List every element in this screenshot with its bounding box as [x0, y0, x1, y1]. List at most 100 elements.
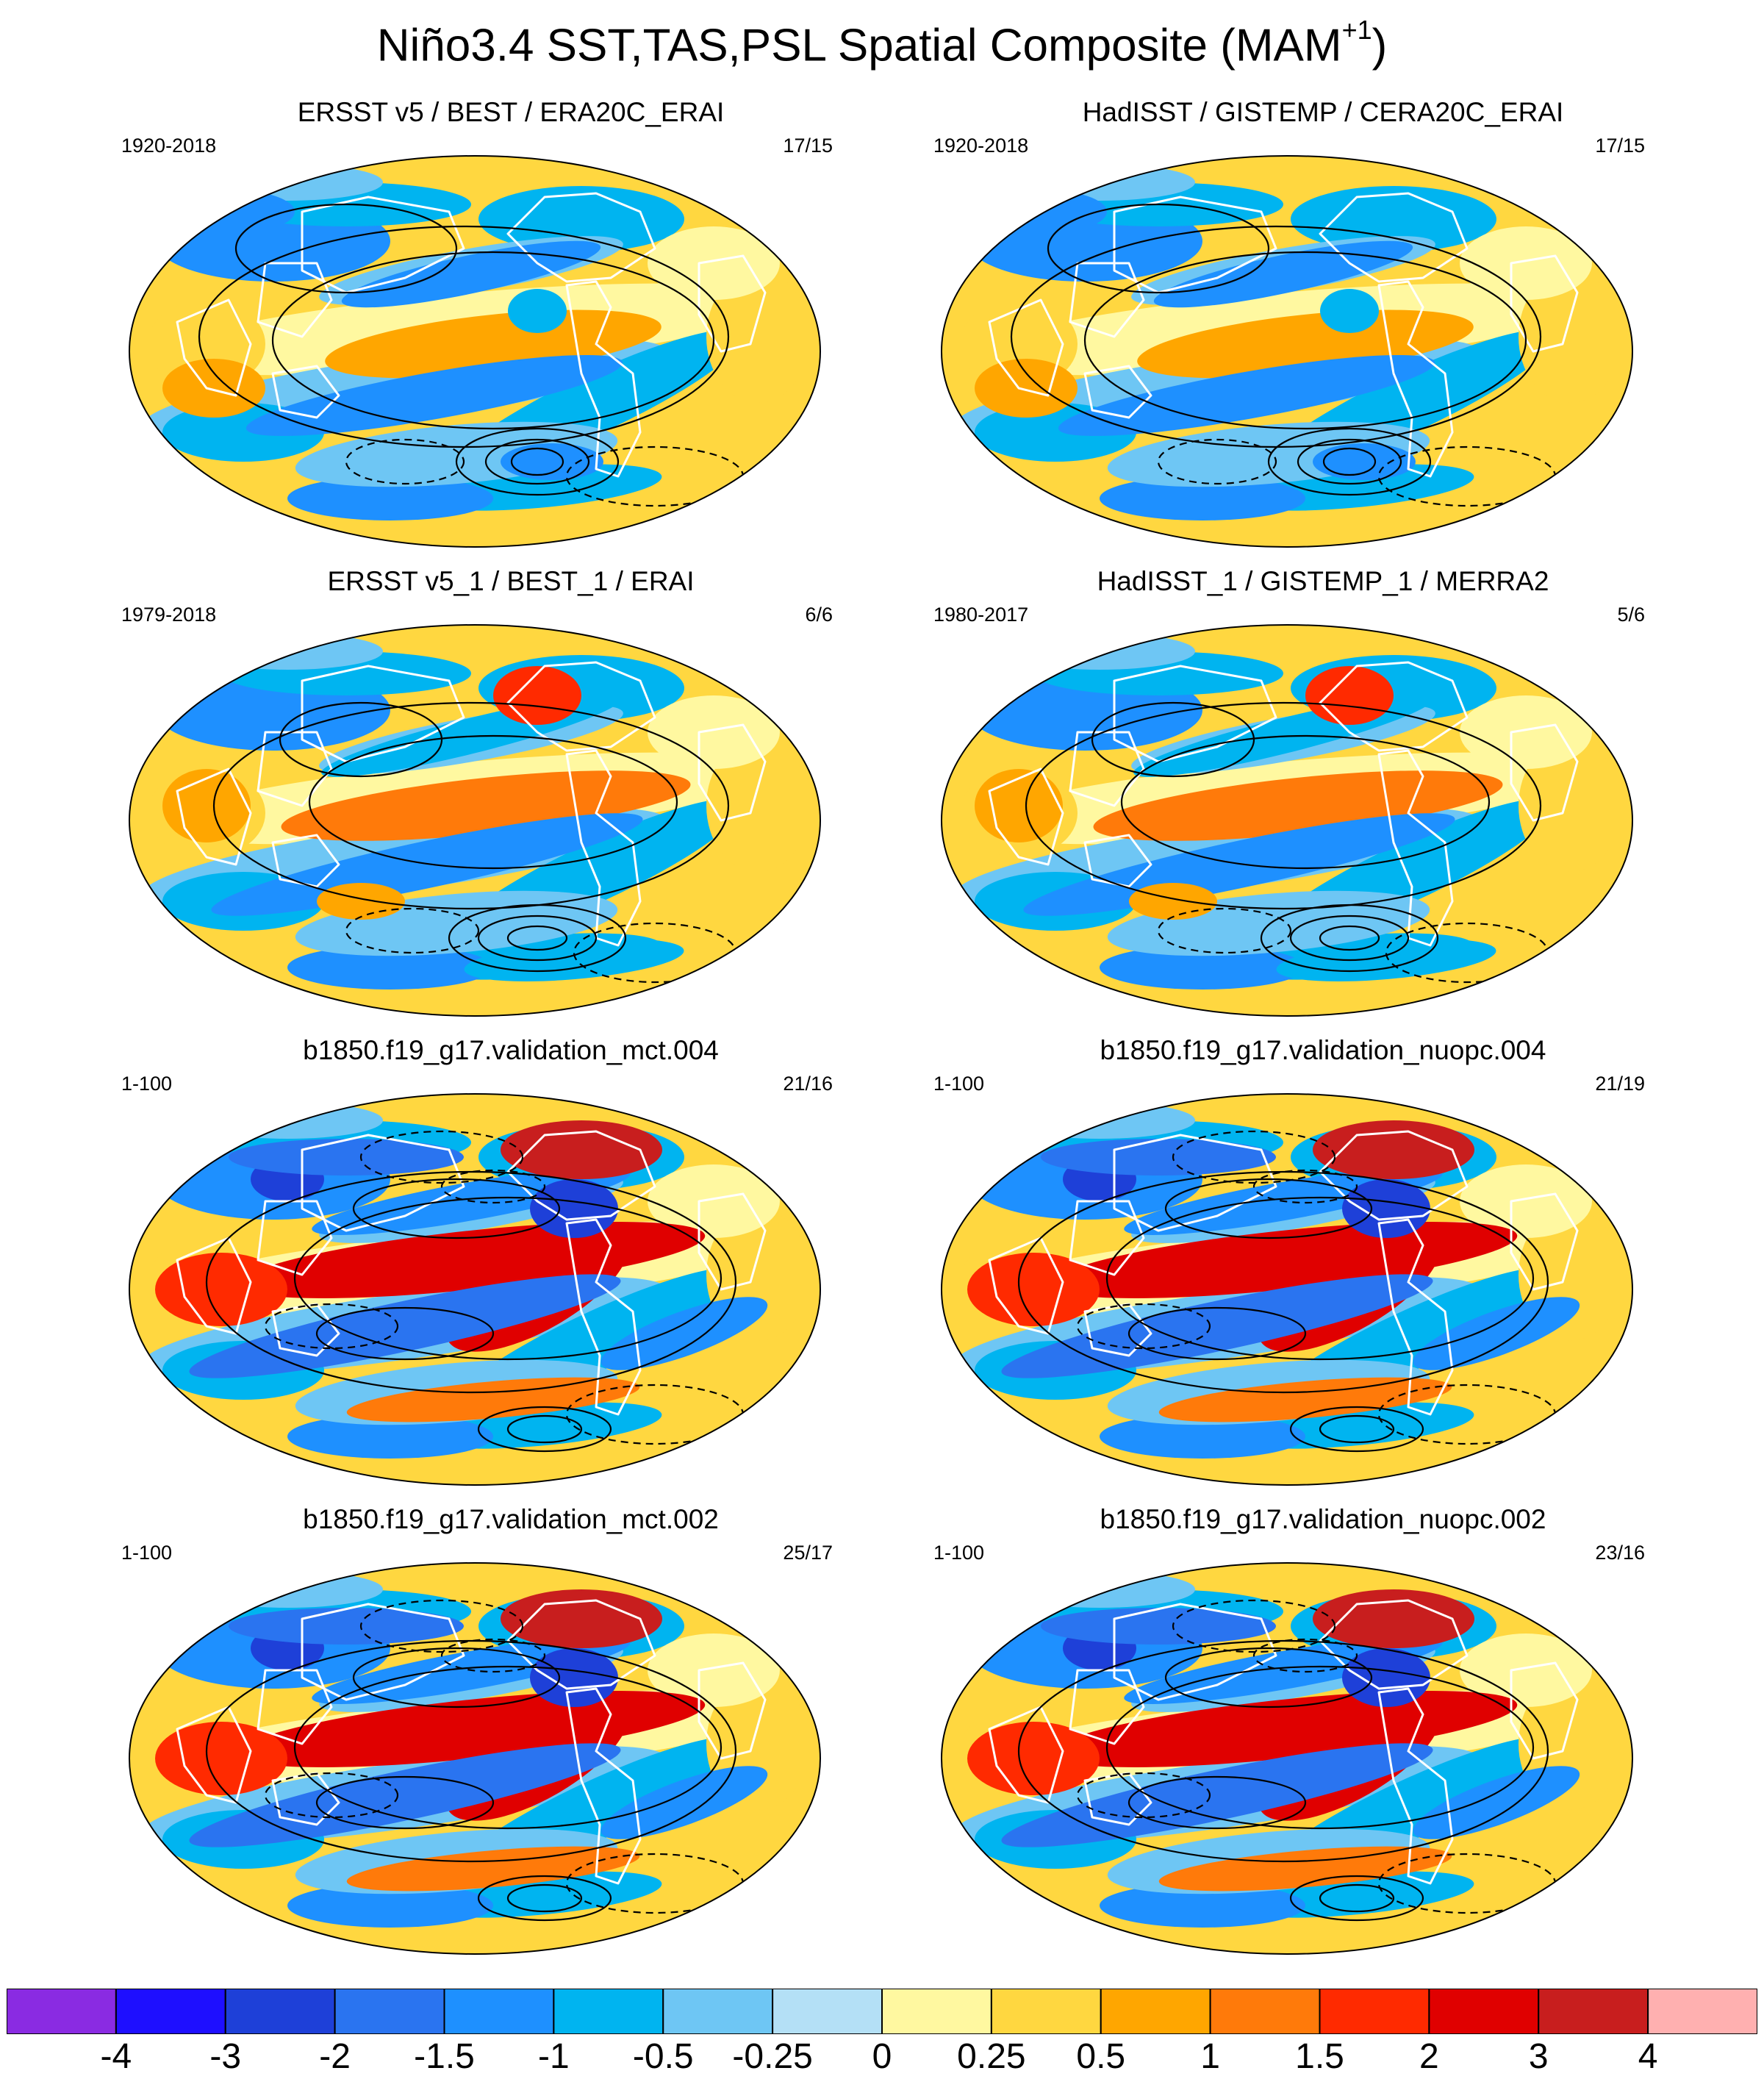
colorbar-swatch	[115, 1989, 226, 2034]
anomaly-region	[1100, 1883, 1305, 1928]
colorbar-tick-label: -2	[319, 2037, 351, 2076]
colorbar-swatch	[1538, 1989, 1649, 2034]
coastline	[565, 1687, 642, 1885]
psl-contour-negative	[345, 907, 480, 954]
colorbar-tick-label: -1.5	[414, 2037, 475, 2076]
panel-period: 1920-2018	[121, 135, 217, 157]
panel-period: 1-100	[121, 1073, 173, 1095]
anomaly-region	[155, 1722, 287, 1795]
psl-contour-negative	[359, 1599, 524, 1653]
panel-title: b1850.f19_g17.validation_nuopc.002	[1100, 1504, 1546, 1534]
colorbar-swatch	[1100, 1989, 1211, 2034]
panel-period: 1920-2018	[933, 135, 1029, 157]
psl-contour-positive	[1289, 915, 1410, 962]
coastline	[1113, 1134, 1277, 1232]
world-map	[129, 155, 821, 548]
figure-title-text: Niño3.4 SST,TAS,PSL Spatial Composite (M…	[376, 20, 1342, 71]
anomaly-region	[155, 1253, 287, 1326]
colorbar-tick-label: -0.25	[732, 2037, 813, 2076]
anomaly-region	[1158, 1377, 1452, 1423]
anomaly-region	[600, 1766, 768, 1839]
anomaly-region	[1100, 1414, 1305, 1459]
psl-contour-positive	[506, 1414, 583, 1444]
anomaly-region	[648, 1164, 780, 1238]
colorbar-tick-label: 0	[872, 2037, 892, 2076]
psl-contour-positive	[1289, 1875, 1424, 1922]
psl-contour-positive	[455, 427, 620, 496]
colorbar-tick-label: 0.25	[957, 2037, 1026, 2076]
anomaly-region	[1413, 1297, 1580, 1370]
coastline	[257, 731, 333, 807]
psl-contour-positive	[293, 1665, 723, 1830]
panel-title: ERSST v5 / BEST / ERA20C_ERAI	[297, 97, 725, 127]
psl-contour-positive	[293, 1196, 723, 1361]
coastline	[698, 723, 767, 822]
colorbar-tick-label: 3	[1528, 2037, 1549, 2076]
anomaly-region	[1291, 186, 1496, 252]
world-map	[129, 624, 821, 1017]
colorbar	[7, 1989, 1757, 2034]
psl-contour-positive	[1260, 903, 1439, 973]
anomaly-region	[1137, 309, 1474, 379]
psl-contour-negative	[345, 438, 465, 485]
anomaly-region	[1058, 354, 1435, 437]
psl-contour-positive	[352, 1178, 561, 1239]
colorbar-swatch	[224, 1989, 336, 2034]
psl-contour-negative	[440, 1638, 546, 1673]
psl-contour-positive	[1017, 1170, 1549, 1394]
psl-contour-positive	[1127, 1306, 1307, 1361]
anomaly-region	[1320, 289, 1379, 333]
coastline	[1377, 749, 1454, 947]
anomaly-region	[975, 190, 1107, 234]
anomaly-region	[1519, 740, 1621, 872]
coastline	[1377, 1218, 1454, 1416]
anomaly-region	[967, 1253, 1100, 1326]
coastline	[506, 1130, 656, 1221]
anomaly-region	[648, 1634, 780, 1707]
panel-ratio: 17/15	[783, 135, 833, 157]
anomaly-region	[967, 1722, 1100, 1795]
colorbar-swatch	[1647, 1989, 1757, 2034]
anomaly-region	[501, 1120, 662, 1179]
colorbar-tick-label: -3	[209, 2037, 242, 2076]
colorbar-tick-label: -0.5	[632, 2037, 694, 2076]
colorbar-swatch	[1319, 1989, 1430, 2034]
anomaly-region	[162, 769, 251, 842]
coastline	[257, 1200, 333, 1276]
panel-title: HadISST_1 / GISTEMP_1 / MERRA2	[1097, 566, 1549, 596]
panel-title: ERSST v5_1 / BEST_1 / ERAI	[327, 566, 695, 596]
psl-contour-negative	[1252, 1638, 1358, 1673]
anomaly-region	[346, 1377, 640, 1423]
anomaly-region	[1313, 1120, 1474, 1179]
psl-contour-positive	[1297, 438, 1402, 485]
anomaly-region	[1004, 164, 1195, 201]
panel-ratio: 17/15	[1595, 135, 1645, 157]
psl-contour-positive	[477, 1875, 612, 1922]
colorbar-swatch	[990, 1989, 1102, 2034]
anomaly-region	[229, 1139, 464, 1176]
map-outline	[941, 1093, 1633, 1486]
coastline	[257, 1669, 333, 1745]
coastline	[1113, 1603, 1277, 1701]
map-panel: b1850.f19_g17.validation_mct.004 1-100 2…	[121, 1034, 900, 1489]
psl-contour-positive	[1164, 1647, 1373, 1708]
anomaly-region	[1041, 1139, 1276, 1176]
anomaly-region	[975, 769, 1063, 842]
figure-title: Niño3.4 SST,TAS,PSL Spatial Composite (M…	[0, 4, 1764, 78]
psl-contour-positive	[234, 203, 458, 294]
anomaly-region	[287, 476, 493, 520]
coastline	[1510, 1661, 1579, 1760]
anomaly-region	[508, 289, 567, 333]
colorbar-swatch	[772, 1989, 883, 2034]
anomaly-region	[1093, 770, 1503, 841]
anomaly-region	[245, 354, 623, 437]
coastline	[1069, 1200, 1145, 1276]
panel-period: 1-100	[933, 1073, 985, 1095]
anomaly-region	[1004, 633, 1195, 670]
psl-contour-positive	[315, 1306, 495, 1361]
colorbar-swatch	[334, 1989, 445, 2034]
coastline	[271, 1303, 340, 1357]
panel-period: 1-100	[121, 1542, 173, 1564]
world-map	[129, 1093, 821, 1486]
colorbar-swatch	[553, 1989, 664, 2034]
